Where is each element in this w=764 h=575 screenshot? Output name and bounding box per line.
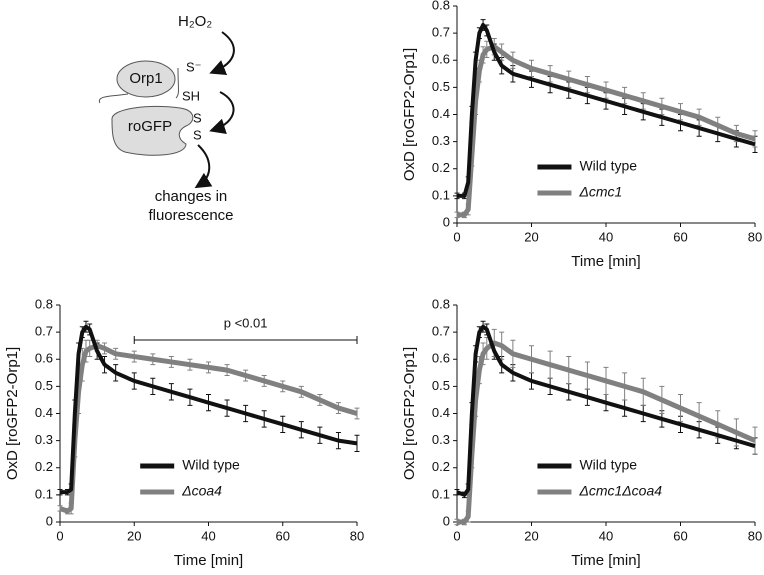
y-tick-label: 0.4 (35, 405, 53, 420)
legend-label: Wild type (579, 457, 637, 473)
x-tick-label: 80 (350, 528, 364, 543)
y-tick-label: 0.8 (432, 0, 450, 12)
data-line (59, 343, 358, 514)
legend-label: Δcmc1Δcoa4 (578, 483, 662, 499)
outcome-label: changes in (155, 188, 228, 205)
significance-bracket (133, 336, 358, 344)
orp1-shape (116, 60, 176, 98)
y-tick-label: 0.6 (432, 351, 450, 366)
y-tick-label: 0.4 (432, 106, 450, 121)
data-line (457, 340, 757, 525)
y-tick-label: 0 (443, 513, 450, 528)
y-tick-label: 0.2 (432, 459, 450, 474)
x-tick-label: 60 (673, 528, 687, 543)
y-tick-label: 0.7 (432, 324, 450, 339)
y-tick-label: 0.2 (432, 160, 450, 175)
x-tick-label: 40 (599, 229, 613, 244)
chart: 0 0.1 0.2 0.3 0.4 0.5 0.6 0.7 0.8 0 20 40 60 80 Time [… (401, 0, 762, 270)
legend-label: Δcoa4 (181, 483, 222, 499)
y-tick-label: 0.3 (432, 133, 450, 148)
data-line (457, 44, 756, 218)
y-tick-label: 0.5 (432, 79, 450, 94)
y-axis-label: OxD [roGFP2-Orp1] (401, 48, 418, 181)
y-axis-label: OxD [roGFP2-Orp1] (401, 347, 418, 480)
data-line (456, 324, 756, 497)
arrow (209, 31, 235, 75)
legend-label: Wild type (182, 457, 240, 473)
x-axis-label: Time [min] (571, 253, 640, 270)
x-tick-label: 80 (748, 229, 762, 244)
error-bar (752, 426, 758, 455)
x-tick-label: 40 (599, 528, 613, 543)
y-tick-label: 0.1 (432, 486, 450, 501)
chart: 0 0.1 0.2 0.3 0.4 0.5 0.6 0.7 0.8 0 20 40 60 80 Time [… (4, 296, 364, 569)
x-tick-label: 0 (453, 528, 460, 543)
outcome-label: fluorescence (148, 207, 233, 224)
y-tick-label: 0.8 (432, 296, 450, 311)
x-tick-label: 40 (201, 528, 215, 543)
x-axis-label: Time [min] (571, 552, 640, 569)
y-tick-label: 0.1 (35, 486, 53, 501)
oxidant-label: H₂O₂ (178, 13, 212, 30)
y-tick-label: 0.6 (432, 52, 450, 67)
y-tick-label: 0.6 (35, 351, 53, 366)
data-line (60, 324, 358, 495)
y-tick-label: 0.3 (35, 432, 53, 447)
y-tick-label: 0.5 (432, 378, 450, 393)
legend-label: Δcmc1 (578, 184, 622, 200)
orp1-label: Orp1 (129, 70, 162, 87)
y-tick-label: 0.5 (35, 378, 53, 393)
arrow (194, 144, 213, 189)
x-tick-label: 60 (673, 229, 687, 244)
arrow (209, 91, 235, 134)
y-tick-label: 0 (46, 513, 53, 528)
rogfp-shape (111, 106, 194, 156)
legend-label: Wild type (579, 158, 637, 174)
thiol-bond (175, 67, 179, 99)
y-tick-label: 0.1 (432, 187, 450, 202)
sulfur-label: S (193, 110, 202, 125)
y-tick-label: 0.4 (432, 405, 450, 420)
x-tick-label: 20 (524, 528, 538, 543)
x-tick-label: 0 (56, 528, 63, 543)
data-line (457, 22, 756, 198)
y-tick-label: 0.8 (35, 296, 53, 311)
linker (98, 93, 129, 104)
thiol-label: SH (182, 88, 200, 103)
x-tick-label: 0 (453, 229, 460, 244)
significance-label: p <0.01 (224, 315, 268, 330)
mechanism-diagram: H₂O₂ Orp1 S⁻ SH roGFP S S changes in flu… (98, 13, 235, 224)
y-tick-label: 0.2 (35, 459, 53, 474)
x-tick-label: 60 (276, 528, 290, 543)
chart: 0 0.1 0.2 0.3 0.4 0.5 0.6 0.7 0.8 0 20 40 60 80 Time [… (401, 296, 762, 569)
rogfp-label: roGFP (128, 118, 172, 135)
y-tick-label: 0.7 (35, 324, 53, 339)
y-tick-label: 0 (443, 214, 450, 229)
y-axis-label: OxD [roGFP2-Orp1] (4, 347, 21, 480)
x-tick-label: 80 (748, 528, 762, 543)
sulfenate-label: S⁻ (186, 59, 202, 74)
y-tick-label: 0.7 (432, 25, 450, 40)
y-tick-label: 0.3 (432, 432, 450, 447)
x-tick-label: 20 (127, 528, 141, 543)
sulfur-label: S (193, 127, 202, 142)
x-axis-label: Time [min] (174, 552, 243, 569)
x-tick-label: 20 (524, 229, 538, 244)
